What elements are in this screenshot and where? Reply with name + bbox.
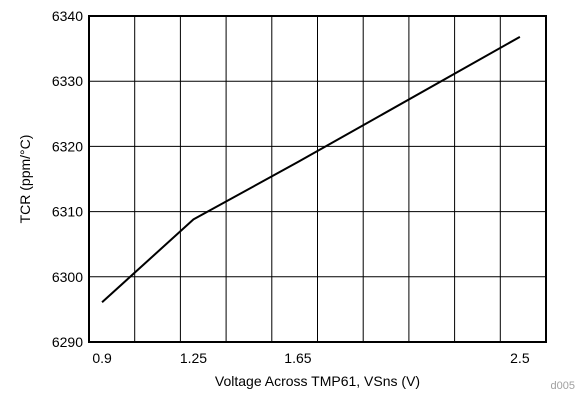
y-tick-label: 6340 — [52, 8, 83, 24]
x-tick-label: 1.25 — [180, 350, 207, 366]
y-tick-label: 6290 — [52, 334, 83, 350]
y-tick-label: 6330 — [52, 73, 83, 89]
series-line-0 — [101, 35, 521, 303]
y-tick-label: 6300 — [52, 269, 83, 285]
y-tick-labels: 6290 6300 6310 6320 6330 6340 — [52, 8, 83, 350]
y-axis-label: TCR (ppm/°C) — [17, 135, 33, 224]
series-layer — [101, 35, 521, 303]
x-tick-labels: 0.9 1.25 1.65 2.5 — [92, 350, 530, 366]
figure-code: d005 — [551, 380, 575, 392]
y-tick-label: 6320 — [52, 138, 83, 154]
plot-frame — [88, 15, 547, 343]
x-tick-label: 2.5 — [510, 350, 530, 366]
x-tick-label: 0.9 — [92, 350, 112, 366]
x-axis-label: Voltage Across TMP61, VSns (V) — [215, 373, 420, 389]
x-tick-label: 1.65 — [284, 350, 311, 366]
grid-lines — [88, 15, 547, 343]
y-tick-label: 6310 — [52, 204, 83, 220]
